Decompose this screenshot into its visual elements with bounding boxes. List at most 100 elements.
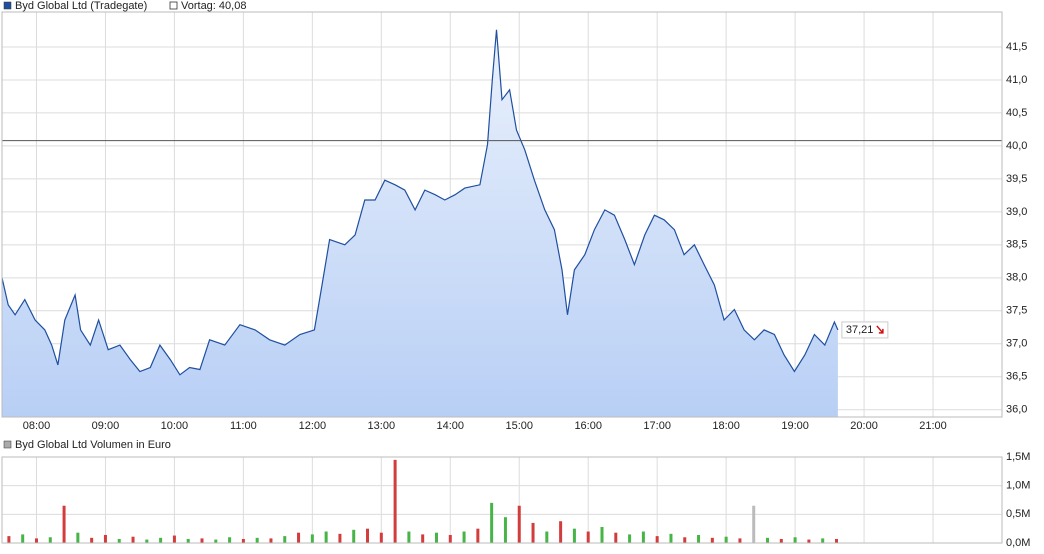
x-tick-label: 12:00 bbox=[299, 420, 327, 432]
volume-bar bbox=[172, 535, 176, 543]
volume-bar bbox=[103, 534, 107, 543]
volume-bar bbox=[393, 459, 397, 543]
volume-bar bbox=[200, 538, 204, 543]
volume-bar bbox=[324, 531, 328, 543]
volume-bar bbox=[62, 505, 66, 543]
y-tick-label: 40,5 bbox=[1006, 107, 1027, 119]
volume-bar bbox=[269, 538, 273, 543]
volume-bar bbox=[834, 538, 838, 543]
x-tick-label: 15:00 bbox=[505, 420, 533, 432]
volume-bar bbox=[34, 538, 38, 543]
volume-bar bbox=[614, 532, 618, 543]
down-arrow bbox=[876, 325, 884, 334]
volume-bar bbox=[462, 531, 466, 543]
last-value-label: 37,21 bbox=[846, 324, 874, 336]
volume-bar bbox=[283, 536, 287, 543]
volume-bar bbox=[228, 537, 232, 543]
y-tick-label: 36,5 bbox=[1006, 371, 1027, 383]
x-tick-label: 10:00 bbox=[161, 420, 189, 432]
volume-bar bbox=[821, 538, 825, 543]
volume-bar bbox=[338, 533, 342, 543]
volume-bar bbox=[531, 522, 535, 543]
y-tick-label: 39,5 bbox=[1006, 173, 1027, 185]
volume-bar bbox=[669, 533, 673, 543]
y-tick-label: 37,5 bbox=[1006, 305, 1027, 317]
x-tick-label: 19:00 bbox=[781, 420, 809, 432]
volume-bar bbox=[586, 531, 590, 543]
volume-bar bbox=[379, 532, 383, 543]
x-tick-label: 08:00 bbox=[23, 420, 51, 432]
y-tick-label: 41,0 bbox=[1006, 74, 1027, 86]
volume-bar bbox=[807, 539, 811, 543]
volume-bar bbox=[145, 539, 149, 543]
legend-swatch bbox=[3, 440, 12, 449]
volume-bar bbox=[310, 534, 314, 543]
y-tick-label: 40,0 bbox=[1006, 140, 1027, 152]
volume-bar bbox=[407, 531, 411, 543]
volume-bar bbox=[255, 537, 259, 543]
volume-bar bbox=[572, 528, 576, 543]
legend-label: Byd Global Ltd (Tradegate) bbox=[15, 0, 147, 12]
volume-bar bbox=[545, 531, 549, 543]
legend-swatch bbox=[169, 1, 178, 10]
x-tick-label: 13:00 bbox=[368, 420, 396, 432]
y-tick-label: 41,5 bbox=[1006, 41, 1027, 53]
volume-bar bbox=[21, 534, 25, 543]
x-tick-label: 11:00 bbox=[230, 420, 257, 432]
y-tick-label: 0,0M bbox=[1006, 537, 1030, 549]
volume-bar bbox=[710, 537, 714, 543]
volume-bar bbox=[352, 529, 356, 543]
volume-bar bbox=[752, 505, 756, 543]
volume-bar bbox=[297, 532, 301, 543]
plot-frame bbox=[1, 11, 1003, 418]
last-value-box bbox=[841, 321, 889, 339]
volume-bar bbox=[503, 517, 507, 543]
y-tick-label: 38,5 bbox=[1006, 239, 1027, 251]
x-tick-label: 18:00 bbox=[712, 420, 740, 432]
volume-bar bbox=[517, 505, 521, 543]
volume-bar bbox=[131, 536, 135, 543]
volume-bar bbox=[421, 534, 425, 543]
volume-title: Byd Global Ltd Volumen in Euro bbox=[15, 439, 171, 451]
volume-bar bbox=[793, 537, 797, 543]
plot-frame bbox=[1, 456, 1003, 544]
volume-bar bbox=[559, 521, 563, 543]
volume-bar bbox=[434, 532, 438, 543]
y-tick-label: 1,0M bbox=[1006, 480, 1030, 492]
volume-bar bbox=[697, 534, 701, 543]
x-tick-label: 09:00 bbox=[92, 420, 120, 432]
legend-swatch bbox=[3, 1, 12, 10]
volume-bar bbox=[48, 537, 52, 543]
y-tick-label: 37,0 bbox=[1006, 338, 1027, 350]
volume-bar bbox=[779, 538, 783, 543]
volume-bar bbox=[655, 536, 659, 543]
volume-bar bbox=[490, 502, 494, 543]
volume-bar bbox=[76, 532, 80, 543]
volume-bar bbox=[366, 528, 370, 543]
volume-bar bbox=[117, 538, 121, 543]
volume-bar bbox=[641, 531, 645, 543]
volume-bar bbox=[159, 537, 163, 543]
volume-bar bbox=[186, 538, 190, 543]
reference-label: Vortag: 40,08 bbox=[181, 0, 246, 12]
volume-bar bbox=[724, 536, 728, 543]
y-tick-label: 1,5M bbox=[1006, 451, 1030, 463]
y-tick-label: 38,0 bbox=[1006, 272, 1027, 284]
volume-bar bbox=[600, 526, 604, 543]
volume-bar bbox=[476, 528, 480, 543]
y-tick-label: 39,0 bbox=[1006, 206, 1027, 218]
volume-bar bbox=[241, 538, 245, 543]
x-tick-label: 16:00 bbox=[574, 420, 602, 432]
y-tick-label: 0,5M bbox=[1006, 508, 1030, 520]
volume-bar bbox=[7, 536, 11, 543]
volume-bar bbox=[90, 537, 94, 543]
y-tick-label: 36,0 bbox=[1006, 404, 1027, 416]
volume-bar bbox=[214, 539, 218, 543]
volume-bar bbox=[448, 534, 452, 543]
price-area bbox=[2, 29, 838, 418]
x-tick-label: 17:00 bbox=[643, 420, 671, 432]
x-tick-label: 20:00 bbox=[850, 420, 878, 432]
price-line bbox=[1, 29, 839, 376]
x-tick-label: 21:00 bbox=[919, 420, 947, 432]
